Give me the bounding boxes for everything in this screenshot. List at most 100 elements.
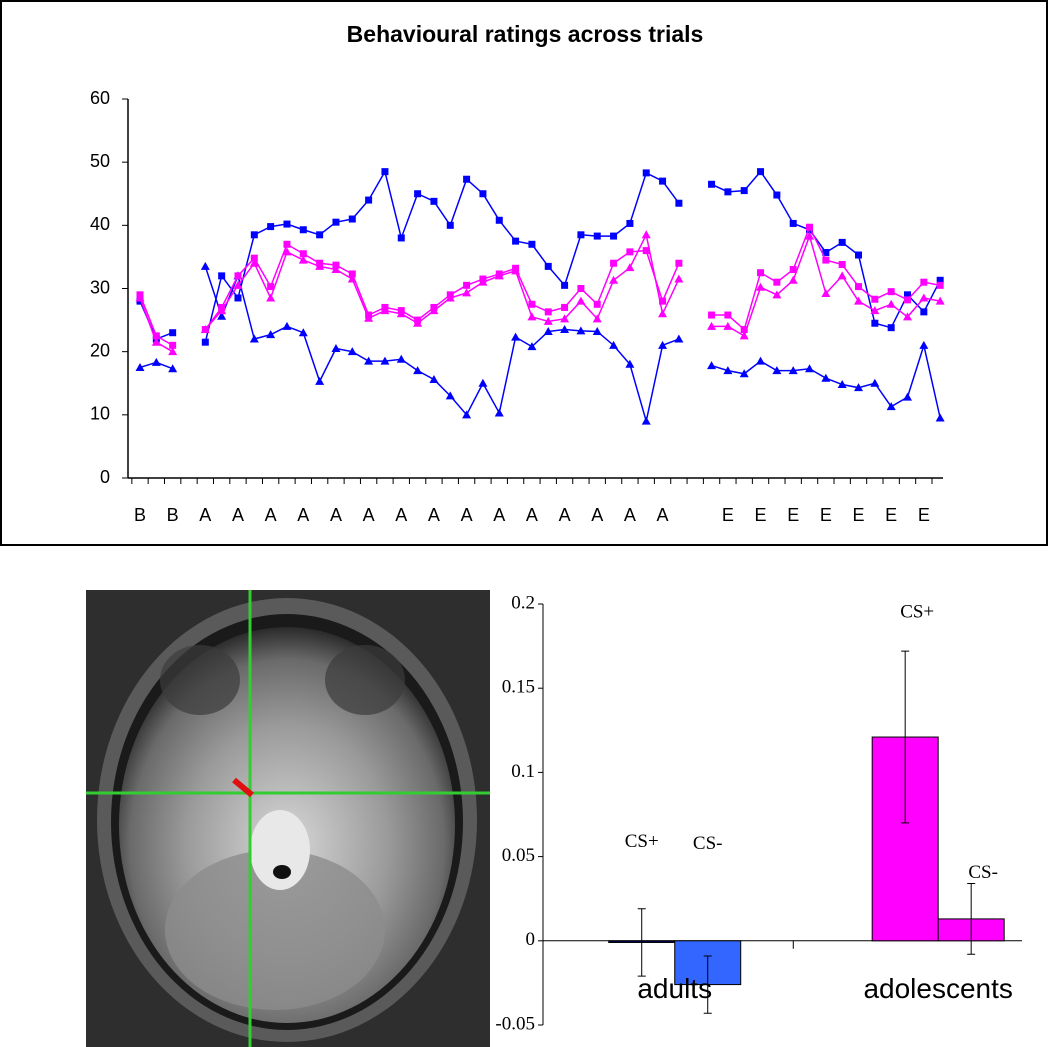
- marker-square: [201, 338, 209, 346]
- marker-triangle: [543, 326, 553, 335]
- y-tick-label: 60: [90, 88, 110, 108]
- marker-square: [904, 291, 912, 299]
- marker-square: [936, 276, 944, 284]
- marker-square: [610, 232, 618, 240]
- marker-square: [169, 329, 177, 337]
- marker-triangle: [772, 290, 782, 299]
- x-tick-label: E: [722, 505, 734, 525]
- marker-triangle: [380, 356, 390, 365]
- marker-triangle: [560, 314, 570, 323]
- error-bar: [967, 883, 976, 955]
- marker-triangle: [609, 275, 619, 284]
- marker-triangle: [805, 364, 815, 373]
- x-tick-label: E: [918, 505, 930, 525]
- x-tick-label: A: [297, 505, 309, 525]
- marker-triangle: [739, 369, 749, 378]
- marker-square: [544, 308, 552, 316]
- x-tick-label: A: [526, 505, 538, 525]
- x-tick-label: A: [265, 505, 277, 525]
- marker-square: [267, 283, 275, 291]
- marker-triangle: [298, 328, 308, 337]
- marker-square: [348, 270, 356, 278]
- marker-square: [626, 248, 634, 256]
- marker-triangle: [837, 380, 847, 389]
- marker-square: [855, 283, 863, 291]
- amygdala-roi: [232, 777, 254, 798]
- marker-square: [479, 190, 487, 198]
- marker-square: [397, 234, 405, 242]
- marker-triangle: [233, 280, 243, 289]
- marker-triangle: [347, 347, 357, 356]
- marker-square: [936, 281, 944, 289]
- marker-triangle: [625, 359, 635, 368]
- y-tick-label: 50: [90, 151, 110, 171]
- x-tick-label: A: [461, 505, 473, 525]
- marker-square: [463, 175, 471, 183]
- marker-square: [724, 311, 732, 319]
- marker-triangle: [854, 383, 864, 392]
- marker-triangle: [592, 326, 602, 335]
- x-tick-label: A: [330, 505, 342, 525]
- marker-square: [822, 256, 830, 264]
- marker-triangle: [821, 373, 831, 382]
- marker-square: [250, 231, 258, 239]
- marker-triangle: [478, 277, 488, 286]
- marker-square: [920, 308, 928, 316]
- marker-triangle: [511, 266, 521, 275]
- marker-triangle: [739, 331, 749, 340]
- marker-triangle: [641, 230, 651, 239]
- marker-square: [904, 296, 912, 304]
- marker-square: [283, 220, 291, 228]
- marker-triangle: [641, 416, 651, 425]
- x-tick-label: A: [591, 505, 603, 525]
- cerebellum: [165, 850, 385, 1010]
- marker-square: [381, 168, 389, 176]
- marker-triangle: [886, 299, 896, 308]
- category-label: adolescents: [863, 973, 1012, 1004]
- marker-triangle: [511, 332, 521, 341]
- y-tick-label: 0.05: [502, 845, 535, 866]
- y-tick-label: 0: [526, 929, 536, 950]
- marker-triangle: [249, 258, 259, 267]
- marker-square: [414, 190, 422, 198]
- marker-triangle: [674, 274, 684, 283]
- marker-triangle: [429, 374, 439, 383]
- y-tick-label: 0.2: [511, 592, 535, 613]
- category-label: adults: [637, 973, 712, 1004]
- marker-triangle: [870, 378, 880, 387]
- marker-square: [822, 248, 830, 256]
- marker-triangle: [331, 344, 341, 353]
- error-bar: [637, 908, 646, 977]
- marker-triangle: [723, 366, 733, 375]
- marker-square: [544, 262, 552, 270]
- x-tick-label: E: [853, 505, 865, 525]
- x-tick-label: E: [755, 505, 767, 525]
- marker-square: [332, 218, 340, 226]
- marker-triangle: [217, 306, 227, 315]
- marker-triangle: [462, 288, 472, 297]
- marker-triangle: [217, 311, 227, 320]
- marker-triangle: [609, 340, 619, 349]
- marker-triangle: [298, 255, 308, 264]
- marker-square: [642, 247, 650, 255]
- marker-triangle: [364, 313, 374, 322]
- x-tick-label: E: [885, 505, 897, 525]
- marker-triangle: [788, 275, 798, 284]
- marker-triangle: [903, 392, 913, 401]
- marker-triangle: [364, 356, 374, 365]
- marker-triangle: [560, 325, 570, 334]
- marker-square: [446, 221, 454, 229]
- marker-triangle: [756, 356, 766, 365]
- marker-square: [871, 295, 879, 303]
- marker-triangle: [413, 366, 423, 375]
- condition-label: CS-: [693, 833, 723, 854]
- marker-square: [838, 238, 846, 246]
- marker-triangle: [543, 316, 553, 325]
- marker-square: [887, 288, 895, 296]
- x-tick-label: A: [624, 505, 636, 525]
- marker-triangle: [380, 306, 390, 315]
- marker-triangle: [445, 391, 455, 400]
- marker-triangle: [658, 309, 668, 318]
- marker-triangle: [282, 321, 292, 330]
